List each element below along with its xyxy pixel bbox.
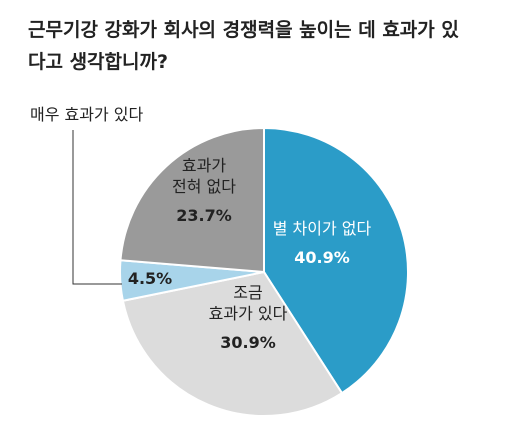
- callout-label: 매우 효과가 있다: [30, 105, 143, 124]
- pie-slice: [119, 126, 265, 274]
- title-line-1: 근무기강 강화가 회사의 경쟁력을 높이는 데 효과가 있: [28, 19, 459, 41]
- slice-value-label: 4.5%: [128, 269, 172, 288]
- slice-value-label: 40.9%: [294, 248, 350, 267]
- slice-label: 효과가: [182, 156, 226, 175]
- slice-label: 효과가 있다: [209, 304, 288, 323]
- chart-title: 근무기강 강화가 회사의 경쟁력을 높이는 데 효과가 있 다고 생각합니까?: [28, 14, 498, 78]
- slice-label: 별 차이가 없다: [273, 219, 372, 238]
- slice-value-label: 30.9%: [220, 333, 276, 352]
- pie-slice: [121, 270, 344, 417]
- callout-line: [72, 130, 122, 285]
- slice-value-label: 23.7%: [176, 206, 232, 225]
- title-line-2: 다고 생각합니까?: [28, 51, 168, 73]
- slice-label: 조금: [233, 283, 262, 302]
- slice-label: 전혀 없다: [172, 177, 236, 196]
